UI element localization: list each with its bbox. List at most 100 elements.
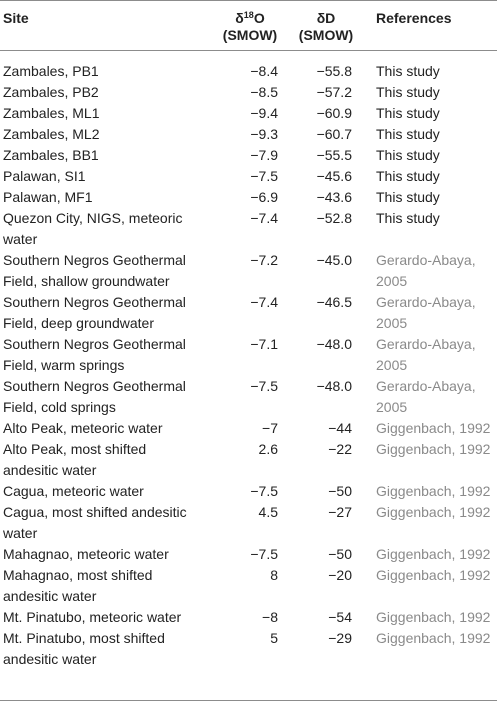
cell-reference-line: Giggenbach, 1992 bbox=[376, 441, 491, 457]
cell-reference-line: This study bbox=[376, 210, 440, 226]
cell-reference-line: This study bbox=[376, 189, 440, 205]
table-row: Southern Negros Geothermal Field, warm sp… bbox=[0, 334, 497, 376]
cell-delta-18o: 8 bbox=[270, 567, 278, 583]
cell-delta-18o: −7.5 bbox=[250, 546, 278, 562]
table-row: Cagua, most shifted andesitic water 4.5 −27… bbox=[0, 502, 497, 544]
table-row: Alto Peak, most shifted andesitic water 2.… bbox=[0, 439, 497, 481]
cell-site-line: Field, warm springs bbox=[3, 357, 125, 373]
cell-reference: This study bbox=[376, 103, 497, 124]
cell-delta-18o: −8.5 bbox=[250, 84, 278, 100]
table-row: Zambales, BB1 −7.9 −55.5 This study bbox=[0, 145, 497, 166]
table-row: Mahagnao, meteoric water −7.5 −50 Giggenbac… bbox=[0, 544, 497, 565]
cell-site-line: Zambales, PB1 bbox=[3, 63, 99, 79]
cell-delta-d: −22 bbox=[328, 441, 352, 457]
header-delta-18o-label: δ18O bbox=[218, 10, 282, 27]
cell-delta-18o: −7.4 bbox=[250, 294, 278, 310]
cell-site-line: Cagua, most shifted andesitic bbox=[3, 504, 187, 520]
table-row: Quezon City, NIGS, meteoric water −7.4 −52.… bbox=[0, 208, 497, 250]
cell-reference-line: Giggenbach, 1992 bbox=[376, 630, 491, 646]
cell-reference: Giggenbach, 1992 bbox=[376, 418, 497, 439]
cell-delta-18o: −7.5 bbox=[250, 483, 278, 499]
cell-reference-line: This study bbox=[376, 105, 440, 121]
cell-reference: This study bbox=[376, 145, 497, 166]
table-body: Zambales, PB1 −8.4 −55.8 This study Zambales… bbox=[0, 61, 497, 670]
cell-delta-d: −60.9 bbox=[316, 105, 352, 121]
cell-delta-18o: −9.4 bbox=[250, 105, 278, 121]
cell-reference: Gerardo-Abaya, 2005 bbox=[376, 334, 497, 376]
cell-delta-d: −60.7 bbox=[316, 126, 352, 142]
cell-site-line: Cagua, meteoric water bbox=[3, 483, 144, 499]
cell-reference-line: Gerardo-Abaya, bbox=[376, 294, 476, 310]
cell-delta-18o: 4.5 bbox=[258, 504, 278, 520]
cell-site-line: Field, deep groundwater bbox=[3, 315, 154, 331]
cell-site: Alto Peak, most shifted andesitic water bbox=[3, 439, 218, 481]
cell-reference: Gerardo-Abaya, 2005 bbox=[376, 376, 497, 418]
table-header: Site δ18O (SMOW) δD (SMOW) References bbox=[0, 10, 497, 48]
cell-reference: This study bbox=[376, 187, 497, 208]
cell-site-line: Southern Negros Geothermal bbox=[3, 252, 186, 268]
table-row: Zambales, ML1 −9.4 −60.9 This study bbox=[0, 103, 497, 124]
cell-site: Palawan, SI1 bbox=[3, 166, 218, 187]
cell-reference-line: 2005 bbox=[376, 315, 408, 331]
cell-reference-line: This study bbox=[376, 168, 440, 184]
header-delta-d: δD (SMOW) bbox=[295, 10, 357, 44]
cell-delta-d: −50 bbox=[328, 483, 352, 499]
cell-delta-d: −44 bbox=[328, 420, 352, 436]
header-delta-prefix: δ bbox=[235, 10, 244, 26]
cell-site-line: Mahagnao, meteoric water bbox=[3, 546, 169, 562]
cell-delta-d: −27 bbox=[328, 504, 352, 520]
cell-site-line: Alto Peak, most shifted bbox=[3, 441, 147, 457]
cell-delta-d: −29 bbox=[328, 630, 352, 646]
cell-reference-line: Gerardo-Abaya, bbox=[376, 336, 476, 352]
cell-site-line: Zambales, ML2 bbox=[3, 126, 100, 142]
cell-site: Mahagnao, meteoric water bbox=[3, 544, 218, 565]
table-row: Cagua, meteoric water −7.5 −50 Giggenbach, … bbox=[0, 481, 497, 502]
cell-site: Mahagnao, most shifted andesitic water bbox=[3, 565, 218, 607]
cell-delta-18o: −7.1 bbox=[250, 336, 278, 352]
cell-reference: Giggenbach, 1992 bbox=[376, 502, 497, 523]
table-row: Mahagnao, most shifted andesitic water 8 −2… bbox=[0, 565, 497, 607]
cell-reference-line: 2005 bbox=[376, 273, 408, 289]
table-row: Mt. Pinatubo, meteoric water −8 −54 Giggenb… bbox=[0, 607, 497, 628]
cell-site-line: Alto Peak, meteoric water bbox=[3, 420, 163, 436]
cell-reference: This study bbox=[376, 82, 497, 103]
cell-delta-18o: −8.4 bbox=[250, 63, 278, 79]
header-references: References bbox=[376, 10, 452, 26]
cell-site: Southern Negros Geothermal Field, warm sp… bbox=[3, 334, 218, 376]
cell-site: Cagua, most shifted andesitic water bbox=[3, 502, 218, 544]
cell-reference: Gerardo-Abaya, 2005 bbox=[376, 292, 497, 334]
cell-delta-d: −54 bbox=[328, 609, 352, 625]
cell-reference-line: Giggenbach, 1992 bbox=[376, 567, 491, 583]
cell-reference-line: Giggenbach, 1992 bbox=[376, 420, 491, 436]
table-row: Southern Negros Geothermal Field, cold sp… bbox=[0, 376, 497, 418]
cell-site-line: andesitic water bbox=[3, 651, 97, 667]
table-row: Southern Negros Geothermal Field, shallow… bbox=[0, 250, 497, 292]
cell-delta-18o: −9.3 bbox=[250, 126, 278, 142]
cell-reference: Giggenbach, 1992 bbox=[376, 628, 497, 649]
cell-site-line: Palawan, SI1 bbox=[3, 168, 86, 184]
cell-reference: Giggenbach, 1992 bbox=[376, 439, 497, 460]
cell-reference-line: 2005 bbox=[376, 399, 408, 415]
cell-site: Zambales, PB2 bbox=[3, 82, 218, 103]
cell-delta-d: −46.5 bbox=[316, 294, 352, 310]
cell-delta-18o: −6.9 bbox=[250, 189, 278, 205]
cell-site-line: Quezon City, NIGS, meteoric bbox=[3, 210, 183, 226]
cell-reference-line: This study bbox=[376, 147, 440, 163]
cell-site-line: water bbox=[3, 231, 38, 247]
cell-reference: This study bbox=[376, 208, 497, 229]
cell-site-line: andesitic water bbox=[3, 588, 97, 604]
cell-reference-line: This study bbox=[376, 63, 440, 79]
table-row: Zambales, PB2 −8.5 −57.2 This study bbox=[0, 82, 497, 103]
cell-delta-d: −48.0 bbox=[316, 378, 352, 394]
header-delta-d-label: δD bbox=[316, 10, 336, 26]
cell-delta-d: −45.6 bbox=[316, 168, 352, 184]
cell-delta-18o: 5 bbox=[270, 630, 278, 646]
table-row: Palawan, MF1 −6.9 −43.6 This study bbox=[0, 187, 497, 208]
cell-site: Quezon City, NIGS, meteoric water bbox=[3, 208, 218, 250]
cell-delta-d: −45.0 bbox=[316, 252, 352, 268]
header-delta-d-unit: (SMOW) bbox=[298, 27, 354, 43]
cell-delta-18o: −7.5 bbox=[250, 168, 278, 184]
cell-site: Southern Negros Geothermal Field, shallow… bbox=[3, 250, 218, 292]
cell-reference-line: Giggenbach, 1992 bbox=[376, 483, 491, 499]
table-row: Southern Negros Geothermal Field, deep gr… bbox=[0, 292, 497, 334]
